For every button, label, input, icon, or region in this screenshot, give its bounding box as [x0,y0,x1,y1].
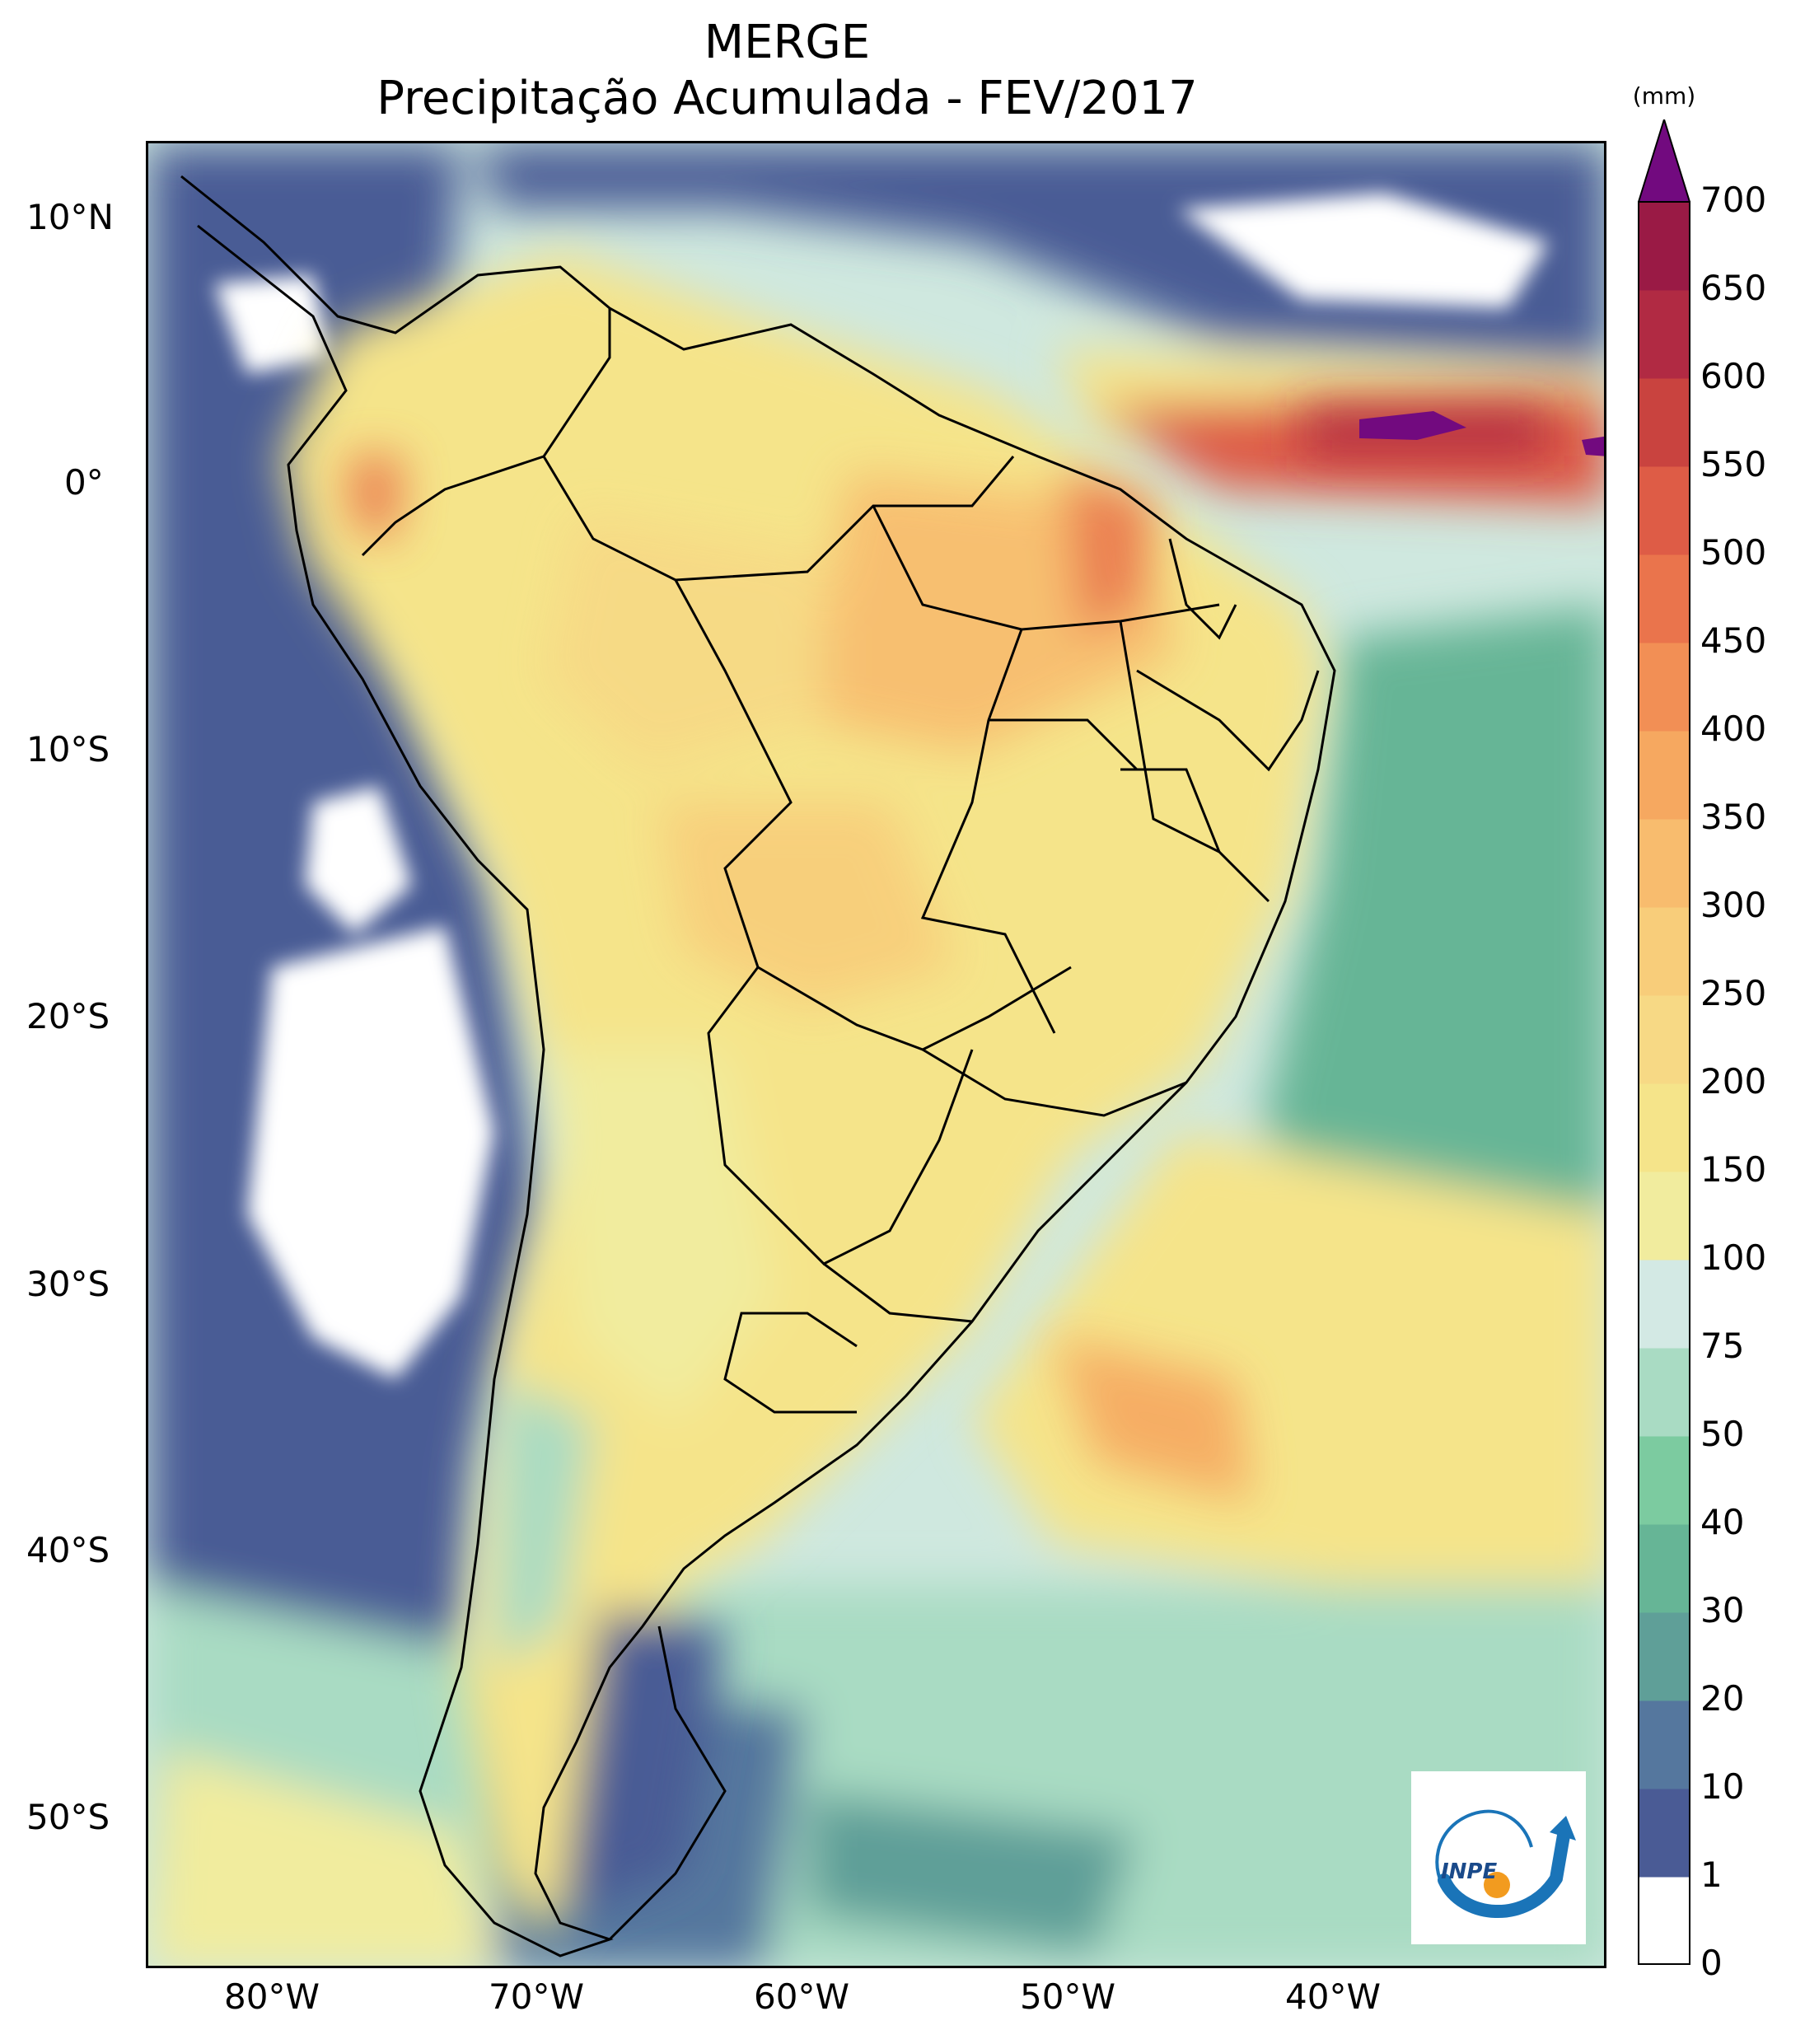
colorbar-tick-label: 75 [1700,1326,1745,1366]
lat-label-30s: 30°S [26,1264,110,1304]
colorbar-bin [1639,907,1690,996]
colorbar-frame [1638,201,1690,1965]
colorbar-tick-label: 1 [1700,1855,1723,1895]
colorbar-tick-label: 30 [1700,1590,1745,1630]
colorbar-tick-label: 100 [1700,1237,1767,1278]
colorbar-bin [1639,731,1690,820]
colorbar-tick-label: 450 [1700,620,1767,661]
colorbar-bin [1639,995,1690,1084]
inpe-logo: INPE [1411,1771,1586,1944]
colorbar-tick-label: 350 [1700,797,1767,837]
lat-label-10s: 10°S [26,729,110,769]
colorbar-bin [1639,1260,1690,1349]
colorbar-tick-label: 250 [1700,973,1767,1013]
colorbar-tick-label: 50 [1700,1414,1745,1454]
colorbar-bin [1639,1700,1690,1789]
colorbar-tick-label: 150 [1700,1149,1767,1190]
colorbar-bin [1639,554,1690,643]
lon-label-50w: 50°W [1020,1976,1115,2017]
colorbar-tick-label: 200 [1700,1061,1767,1102]
inpe-logo-icon: INPE [1435,1809,1576,1919]
coastlines-and-borders [180,175,1336,1957]
lat-label-10n: 10°N [26,197,114,237]
colorbar-bin [1639,819,1690,908]
colorbar-tick-label: 40 [1700,1502,1745,1542]
colorbar-tick-label: 10 [1700,1766,1745,1807]
colorbar-bin [1639,1612,1690,1701]
colorbar-bin [1639,290,1690,379]
colorbar-bin [1639,1172,1690,1261]
lon-label-70w: 70°W [489,1976,584,2017]
inpe-logo-text: INPE [1441,1859,1497,1884]
colorbar [1638,119,1690,1965]
colorbar-bin [1639,1436,1690,1525]
dry-patches [214,193,1549,1379]
colorbar-bin [1639,1789,1690,1878]
colorbar-tick-label: 0 [1700,1943,1723,1983]
colorbar-tick-label: 300 [1700,885,1767,925]
precipitation-map [146,141,1606,1968]
title-line-1: MERGE [704,16,871,69]
lon-label-40w: 40°W [1285,1976,1381,2017]
colorbar-tick-label: 20 [1700,1678,1745,1719]
title-line-2: Precipitação Acumulada - FEV/2017 [376,72,1198,125]
colorbar-tick-label: 500 [1700,532,1767,573]
lat-label-50s: 50°S [26,1797,110,1837]
map-canvas [148,143,1604,1966]
colorbar-unit: (mm) [1632,82,1696,110]
colorbar-tick-label: 600 [1700,356,1767,396]
lat-label-40s: 40°S [26,1530,110,1570]
colorbar-bin [1639,1877,1690,1965]
colorbar-extend-arrow [1638,119,1690,203]
colorbar-tick-label: 700 [1700,180,1767,220]
colorbar-tick-label: 650 [1700,268,1767,308]
colorbar-tick-label: 400 [1700,709,1767,749]
colorbar-bin [1639,1083,1690,1172]
colorbar-bin [1639,1524,1690,1613]
lon-label-60w: 60°W [754,1976,849,2017]
lon-label-80w: 80°W [224,1976,320,2017]
extreme-cells [1359,411,1604,456]
colorbar-bin [1639,202,1690,291]
colorbar-tick-label: 550 [1700,444,1767,484]
colorbar-bin [1639,643,1690,732]
colorbar-bin [1639,466,1690,555]
lat-label-20s: 20°S [26,996,110,1036]
colorbar-bin [1639,378,1690,467]
colorbar-bin [1639,1348,1690,1437]
lat-label-0: 0° [64,462,104,503]
